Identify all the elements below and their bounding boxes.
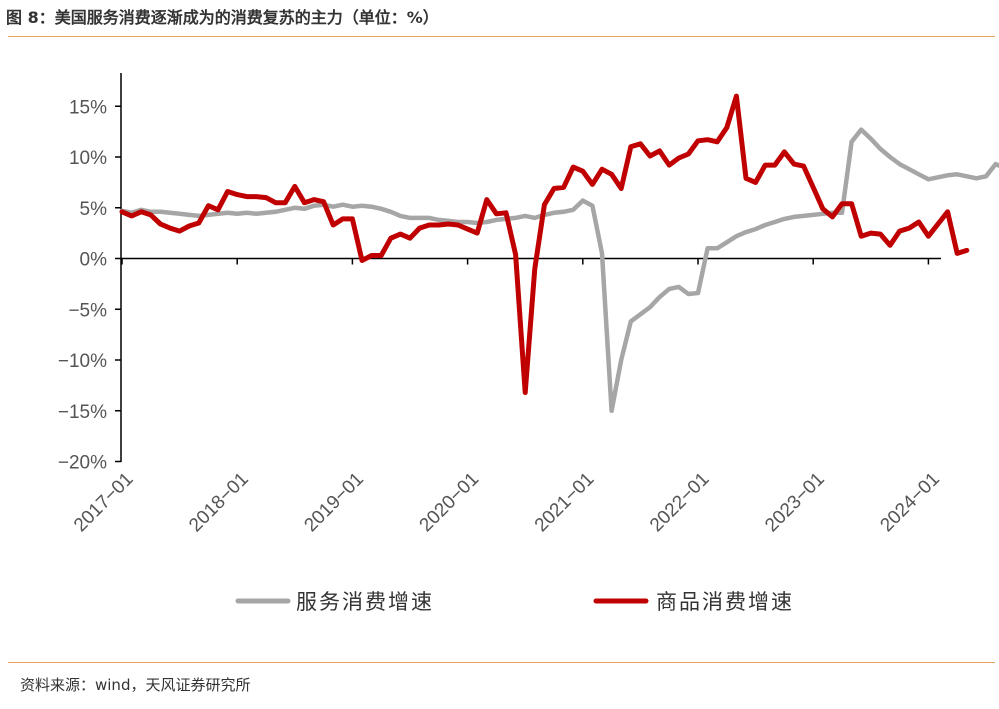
legend-label: 商品消费增速 [656, 590, 794, 614]
x-tick-label: 2020−01 [416, 469, 484, 537]
line-chart: −20% −15% −10% −5% 0% 5% 10% 15% 2017−01 2018−01 2… [58, 73, 999, 614]
chart-axes: −20% −15% −10% −5% 0% 5% 10% 15% 2017−01 2018−01 2… [58, 73, 944, 536]
source-note: 资料来源：wind，天风证券研究所 [20, 676, 251, 694]
x-tick-label: 2024−01 [876, 469, 944, 537]
x-tick-label: 2023−01 [761, 469, 829, 537]
y-tick-label: −10% [58, 351, 107, 372]
services-consumption-line [119, 127, 999, 414]
x-tick-label: 2019−01 [300, 469, 368, 537]
x-tick-label: 2018−01 [185, 469, 253, 537]
x-tick-label: 2022−01 [646, 469, 714, 537]
goods-consumption-line [119, 93, 970, 395]
chart-title: 图 8：美国服务消费逐渐成为的消费复苏的主力（单位：%） [6, 8, 439, 27]
y-tick-label: 10% [69, 148, 107, 169]
legend-label: 服务消费增速 [296, 590, 434, 614]
chart-legend: 服务消费增速 商品消费增速 [235, 590, 794, 614]
y-tick-label: −15% [58, 402, 107, 423]
y-tick-label: 5% [80, 199, 108, 220]
y-tick-label: −5% [68, 300, 107, 321]
footer-divider [8, 662, 995, 663]
series-layer [119, 93, 999, 414]
x-tick-label: 2017−01 [70, 469, 138, 537]
y-tick-label: −20% [58, 453, 107, 474]
y-tick-label: 0% [80, 250, 108, 271]
y-tick-label: 15% [69, 97, 107, 118]
header-divider [8, 36, 995, 37]
x-tick-label: 2021−01 [531, 469, 599, 537]
